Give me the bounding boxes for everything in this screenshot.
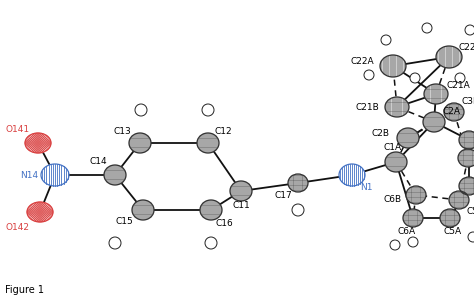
Ellipse shape bbox=[230, 181, 252, 201]
Ellipse shape bbox=[41, 164, 69, 186]
Text: C1A: C1A bbox=[384, 143, 402, 152]
Text: C14: C14 bbox=[90, 158, 107, 166]
Ellipse shape bbox=[458, 149, 474, 167]
Ellipse shape bbox=[424, 84, 448, 104]
Ellipse shape bbox=[397, 128, 419, 148]
Text: C21B: C21B bbox=[355, 103, 379, 112]
Text: O142: O142 bbox=[6, 224, 30, 232]
Ellipse shape bbox=[385, 152, 407, 172]
Ellipse shape bbox=[440, 209, 460, 227]
Circle shape bbox=[381, 35, 391, 45]
Text: C6B: C6B bbox=[384, 196, 402, 205]
Ellipse shape bbox=[423, 112, 445, 132]
Circle shape bbox=[109, 237, 121, 249]
Ellipse shape bbox=[132, 200, 154, 220]
Text: N14: N14 bbox=[20, 170, 38, 179]
Ellipse shape bbox=[200, 200, 222, 220]
Ellipse shape bbox=[25, 133, 51, 153]
Text: C11: C11 bbox=[232, 200, 250, 209]
Text: C16: C16 bbox=[216, 220, 234, 229]
Circle shape bbox=[410, 73, 420, 83]
Ellipse shape bbox=[436, 46, 462, 68]
Ellipse shape bbox=[104, 165, 126, 185]
Circle shape bbox=[465, 25, 474, 35]
Text: C12: C12 bbox=[215, 127, 233, 136]
Ellipse shape bbox=[449, 191, 469, 209]
Text: C22B: C22B bbox=[459, 43, 474, 52]
Ellipse shape bbox=[459, 177, 474, 195]
Circle shape bbox=[390, 240, 400, 250]
Circle shape bbox=[202, 104, 214, 116]
Text: C3B: C3B bbox=[462, 97, 474, 106]
Text: C6A: C6A bbox=[398, 226, 416, 236]
Circle shape bbox=[364, 70, 374, 80]
Ellipse shape bbox=[288, 174, 308, 192]
Circle shape bbox=[205, 237, 217, 249]
Circle shape bbox=[408, 237, 418, 247]
Text: C15: C15 bbox=[115, 218, 133, 226]
Ellipse shape bbox=[27, 202, 53, 222]
Text: N1: N1 bbox=[360, 182, 373, 191]
Circle shape bbox=[468, 232, 474, 242]
Text: C22A: C22A bbox=[350, 58, 374, 67]
Ellipse shape bbox=[129, 133, 151, 153]
Ellipse shape bbox=[459, 131, 474, 149]
Ellipse shape bbox=[339, 164, 365, 186]
Text: O141: O141 bbox=[6, 125, 30, 134]
Text: C5A: C5A bbox=[444, 226, 462, 236]
Circle shape bbox=[455, 73, 465, 83]
Ellipse shape bbox=[403, 209, 423, 227]
Circle shape bbox=[422, 23, 432, 33]
Ellipse shape bbox=[444, 103, 464, 121]
Text: Figure 1: Figure 1 bbox=[5, 285, 44, 295]
Text: C21A: C21A bbox=[447, 80, 471, 89]
Text: C2B: C2B bbox=[372, 128, 390, 137]
Circle shape bbox=[135, 104, 147, 116]
Ellipse shape bbox=[385, 97, 409, 117]
Ellipse shape bbox=[380, 55, 406, 77]
Ellipse shape bbox=[197, 133, 219, 153]
Text: C17: C17 bbox=[274, 191, 292, 200]
Text: C5B: C5B bbox=[467, 206, 474, 215]
Text: C13: C13 bbox=[113, 128, 131, 136]
Ellipse shape bbox=[406, 186, 426, 204]
Circle shape bbox=[292, 204, 304, 216]
Text: C2A: C2A bbox=[443, 106, 461, 116]
